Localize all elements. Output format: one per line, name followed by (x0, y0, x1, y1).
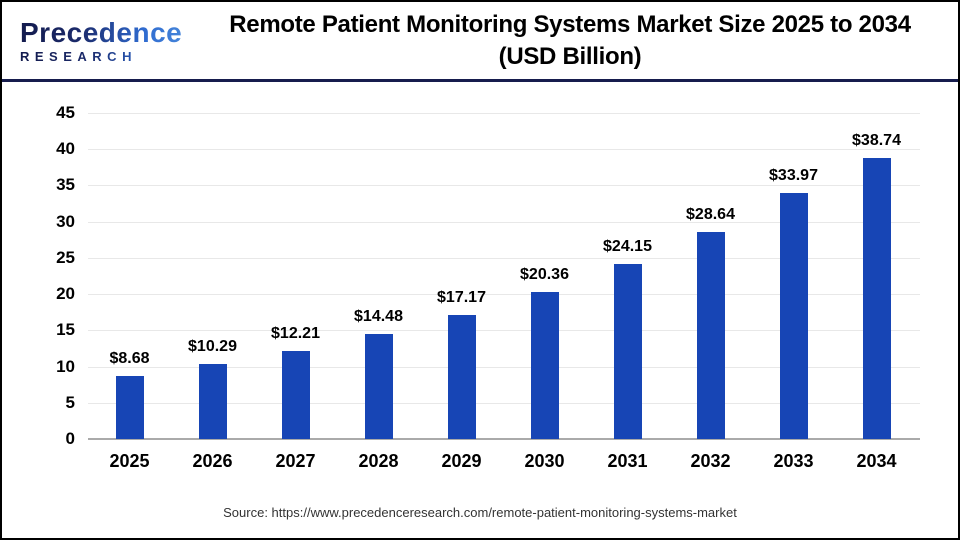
bar-value-label: $28.64 (686, 205, 735, 223)
gridline (88, 366, 920, 368)
precedence-research-logo: Precedence RESEARCH (2, 18, 192, 63)
x-axis-tick-label: 2034 (856, 451, 897, 471)
bar-2028 (364, 334, 393, 439)
bar-group-2032: $28.64 2032 (669, 113, 752, 471)
x-axis-tick-label: 2028 (358, 451, 399, 471)
bar-2026 (198, 364, 227, 439)
bar-group-2028: $14.48 2028 (337, 113, 420, 471)
bar-2032 (696, 231, 725, 439)
x-axis-tick-label: 2032 (690, 451, 731, 471)
gridline (88, 113, 920, 114)
gridline (88, 294, 920, 296)
bar-group-2027: $12.21 2027 (254, 113, 337, 471)
bar-group-2031: $24.15 2031 (586, 113, 669, 471)
bar-group-2026: $10.29 2026 (171, 113, 254, 471)
bar-2025 (115, 376, 144, 439)
bar-value-label: $10.29 (188, 338, 237, 356)
y-axis-tick-label: 10 (56, 356, 75, 376)
bar-group-2034: $38.74 2034 (835, 113, 918, 471)
bar-2034 (862, 158, 891, 439)
x-axis-tick-label: 2025 (109, 451, 150, 471)
bar-group-2029: $17.17 2029 (420, 113, 503, 471)
gridline (88, 330, 920, 332)
y-axis-tick-label: 45 (56, 103, 75, 122)
gridline (88, 185, 920, 187)
x-axis-line (88, 438, 920, 440)
gridline (88, 149, 920, 151)
bar-chart-plot-area: $8.68 2025 $10.29 2026 $12.21 2027 $14.48 2028 $… (56, 103, 920, 471)
x-axis-tick-label: 2027 (275, 451, 316, 471)
y-axis-tick-label: 35 (56, 175, 75, 195)
bar-group-2033: $33.97 2033 (752, 113, 835, 471)
chart-title-line1: Remote Patient Monitoring Systems Market… (229, 10, 911, 38)
y-axis-tick-label: 25 (56, 247, 75, 267)
y-axis-tick-label: 5 (65, 392, 75, 412)
y-axis-tick-label: 20 (56, 284, 75, 304)
x-axis-tick-label: 2026 (192, 451, 233, 471)
x-axis-tick-label: 2033 (773, 451, 814, 471)
header: Precedence RESEARCH Remote Patient Monit… (2, 2, 958, 82)
bar-value-label: $12.21 (271, 324, 320, 342)
bar-value-label: $17.17 (437, 288, 486, 306)
y-axis-tick-label: 40 (56, 139, 75, 159)
gridline (88, 257, 920, 259)
bar-value-label: $24.15 (603, 238, 652, 256)
bar-value-label: $20.36 (520, 265, 569, 283)
bar-group-2025: $8.68 2025 (88, 113, 171, 471)
bar-value-label: $38.74 (852, 132, 901, 150)
bar-2030 (530, 291, 559, 439)
bar-2033 (779, 192, 808, 439)
y-axis-tick-label: 30 (56, 211, 75, 231)
y-axis-tick-label: 0 (65, 429, 75, 448)
bar-2027 (281, 350, 310, 439)
gridline (88, 402, 920, 404)
logo-wordmark: Precedence (20, 18, 192, 47)
gridline (88, 221, 920, 223)
chart-title: Remote Patient Monitoring Systems Market… (192, 9, 958, 73)
bar-2031 (613, 264, 642, 439)
chart-title-line2: (USD Billion) (498, 42, 642, 70)
bars-container: $8.68 2025 $10.29 2026 $12.21 2027 $14.48 2028 $… (88, 113, 918, 471)
logo-subtitle: RESEARCH (20, 50, 192, 63)
bar-value-label: $33.97 (769, 166, 818, 184)
bar-group-2030: $20.36 2030 (503, 113, 586, 471)
x-axis-tick-label: 2031 (607, 451, 648, 471)
y-axis-tick-label: 15 (56, 320, 75, 340)
bar-2029 (447, 314, 476, 439)
bar-value-label: $14.48 (354, 308, 403, 326)
x-axis-tick-label: 2030 (524, 451, 565, 471)
source-link-text: Source: https://www.precedenceresearch.c… (223, 505, 737, 520)
bar-value-label: $8.68 (109, 350, 150, 368)
x-axis-tick-label: 2029 (441, 451, 482, 471)
